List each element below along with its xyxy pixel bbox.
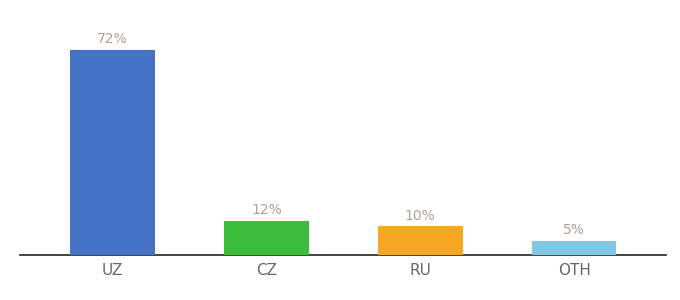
Bar (378, 226, 462, 255)
Bar (532, 241, 616, 255)
Bar (71, 50, 155, 255)
Text: 10%: 10% (405, 209, 436, 223)
Bar (224, 221, 309, 255)
Text: 5%: 5% (563, 223, 585, 237)
Text: 12%: 12% (251, 203, 282, 217)
Text: 72%: 72% (97, 32, 128, 46)
